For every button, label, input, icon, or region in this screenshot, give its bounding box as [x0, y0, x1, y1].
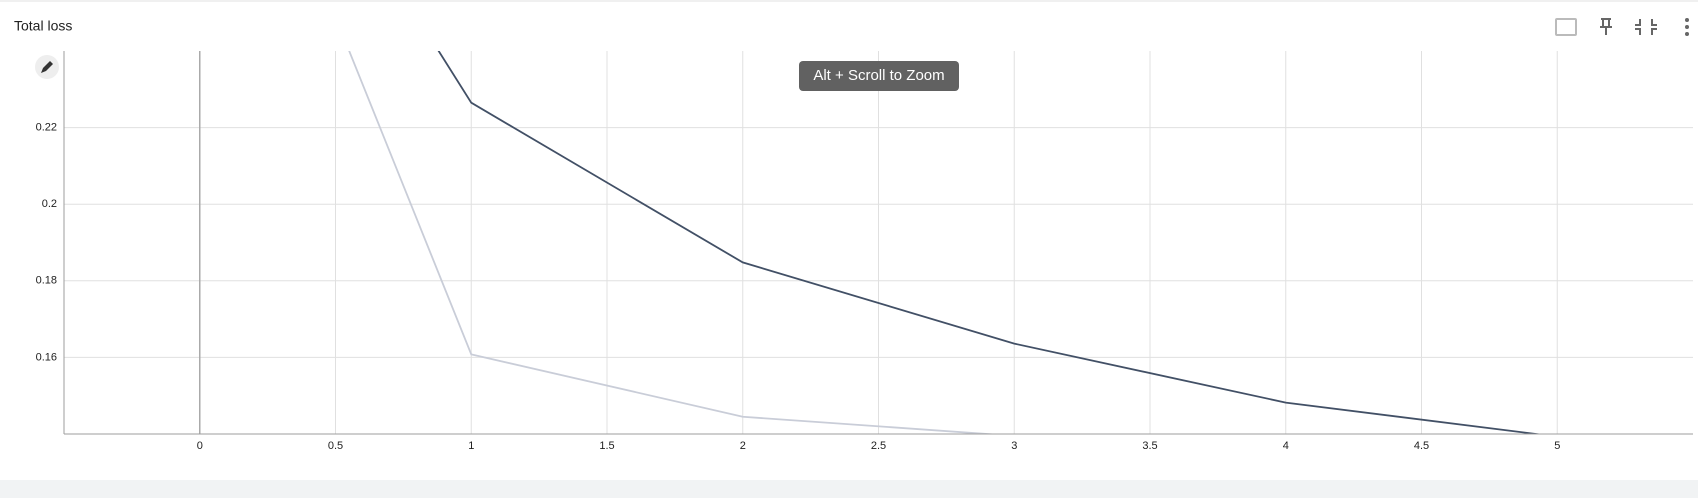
collapse-button[interactable]	[1635, 19, 1657, 35]
y-tick-label: 0.16	[36, 351, 57, 363]
x-tick-label: 2.5	[871, 440, 886, 452]
footer-band	[0, 480, 1698, 498]
x-tick-label: 1.5	[599, 440, 614, 452]
x-tick-label: 4	[1283, 440, 1289, 452]
x-tick-label: 4.5	[1414, 440, 1429, 452]
pin-button[interactable]	[1600, 18, 1612, 35]
x-tick-label: 5	[1554, 440, 1560, 452]
x-tick-label: 3	[1011, 440, 1017, 452]
y-tick-label: 0.2	[42, 198, 57, 210]
series-line	[348, 51, 1000, 434]
series-line	[437, 51, 1544, 434]
x-tick-label: 3.5	[1142, 440, 1157, 452]
edit-icon	[41, 61, 53, 73]
x-tick-label: 0	[197, 440, 203, 452]
zoom-hint-text: Alt + Scroll to Zoom	[813, 67, 944, 84]
more-button[interactable]	[1685, 18, 1689, 36]
plot-area	[64, 51, 1693, 434]
chart-title: Total loss	[14, 18, 72, 34]
toolbar	[1555, 18, 1689, 36]
y-tick-label: 0.18	[36, 275, 57, 287]
x-tick-label: 2	[740, 440, 746, 452]
zoom-hint	[799, 61, 959, 91]
fit-domain-button[interactable]	[1555, 18, 1577, 36]
x-tick-label: 0.5	[328, 440, 343, 452]
x-tick-label: 1	[468, 440, 474, 452]
y-tick-label: 0.22	[36, 122, 57, 134]
